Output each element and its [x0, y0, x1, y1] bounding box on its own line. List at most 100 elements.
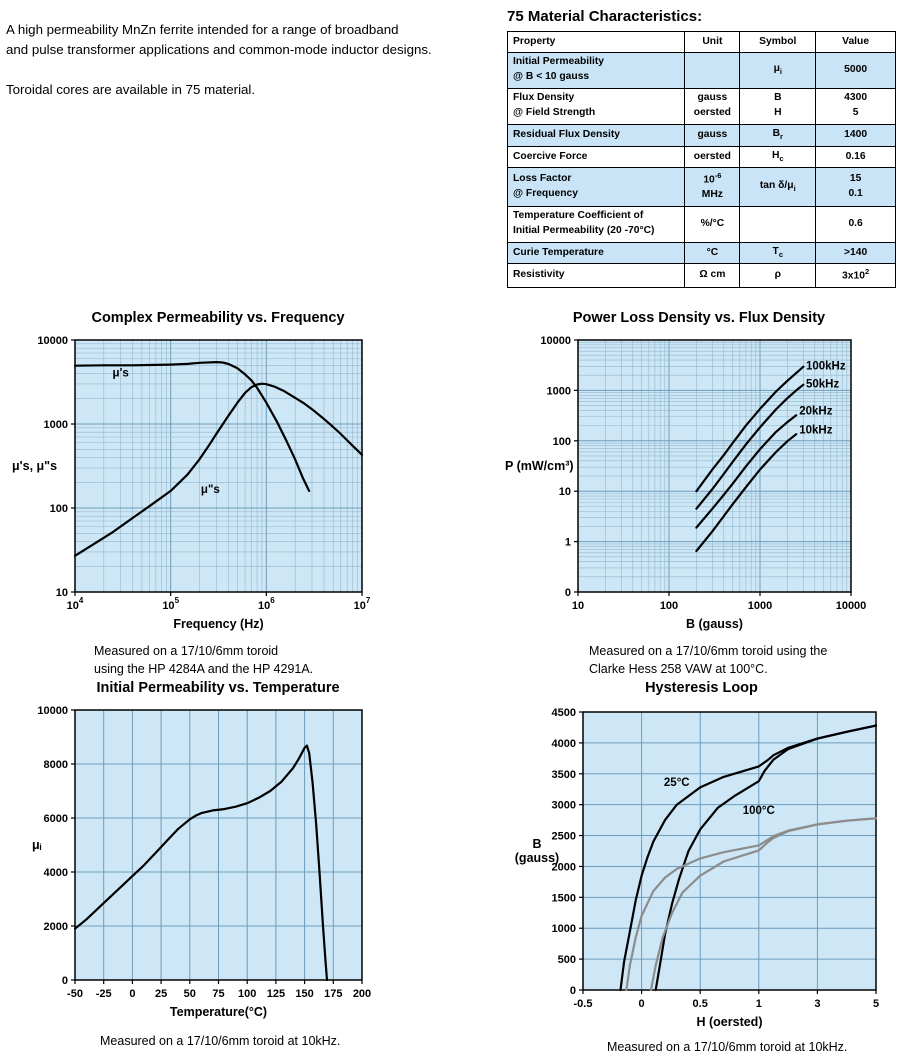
x-tick-label: 104 [67, 596, 84, 612]
y-tick-label: 10 [559, 486, 571, 498]
x-tick-label: -25 [96, 988, 112, 1000]
y-tick-label: 0 [565, 587, 571, 599]
x-tick-label: 75 [212, 988, 224, 1000]
x-axis-title: B (gauss) [686, 617, 743, 631]
y-tick-label: 1 [565, 537, 571, 549]
x-tick-label: 25 [155, 988, 167, 1000]
table-cell-property: Loss Factor @ Frequency [506, 167, 686, 207]
chart-caption: Measured on a 17/10/6mm toroid at 10kHz. [100, 1034, 341, 1048]
table-cell-unit: gauss oersted [684, 87, 741, 125]
x-tick-label: 0 [129, 988, 135, 1000]
x-tick-label: 1000 [748, 600, 772, 612]
y-axis-title: B [532, 837, 541, 851]
y-tick-label: 1000 [44, 419, 68, 431]
x-tick-label: 50 [184, 988, 196, 1000]
table-cell-unit: 10-6 MHz [684, 167, 741, 207]
x-tick-label: 106 [258, 596, 275, 612]
y-tick-label: 100 [553, 436, 571, 448]
hysteresis-loop-plot: -0.5 0 0.5 1 3 505001000150020002500300035004… [515, 707, 879, 1029]
x-tick-label: -0.5 [574, 998, 593, 1010]
y-tick-label: 2000 [44, 921, 68, 933]
x-axis-title: Frequency (Hz) [173, 617, 263, 631]
table-cell-unit: gauss [684, 123, 741, 147]
curve-label: μ"s [201, 484, 220, 496]
table-cell-value: 3x102 [815, 263, 896, 288]
x-tick-label: 0.5 [693, 998, 708, 1010]
curve-label: 20kHz [799, 406, 832, 418]
description-line-2: and pulse transformer applications and c… [6, 41, 432, 57]
table-cell-property: Resistivity [506, 263, 686, 288]
y-tick-label: 0 [570, 985, 576, 997]
table-cell-value: 4300 5 [815, 87, 896, 125]
table-cell-unit: oersted [684, 145, 741, 169]
x-tick-label: 125 [267, 988, 285, 1000]
table-row: Resistivity Ω cm ρ 3x102 [506, 263, 896, 288]
table-cell-property: Temperature Coefficient of Initial Permea… [506, 205, 686, 243]
table-cell-unit: %/°C [684, 205, 741, 243]
material-description: A high permeability MnZn ferrite intende… [6, 20, 480, 100]
x-tick-label: 150 [295, 988, 313, 1000]
y-axis-title: μᵢ [32, 838, 42, 852]
x-tick-label: 1 [756, 998, 762, 1010]
y-tick-label: 6000 [44, 813, 68, 825]
table-row: Flux Density @ Field Strength gauss oersted… [506, 87, 896, 125]
y-tick-label: 500 [558, 954, 576, 966]
table-cell-symbol: ρ [739, 263, 817, 288]
table-row: Initial Permeability @ B < 10 gauss μi 5000 [506, 51, 896, 89]
table-cell-symbol: Br [739, 123, 817, 147]
table-cell-unit: °C [684, 241, 741, 265]
y-tick-label: 2500 [552, 831, 576, 843]
table-cell-property: Residual Flux Density [506, 123, 686, 147]
table-cell-value: 0.16 [815, 145, 896, 169]
chart-title: Power Loss Density vs. Flux Density [572, 310, 826, 326]
y-axis-title: P (mW/cm³) [505, 459, 574, 473]
table-row: Curie Temperature °C Tc >140 [506, 241, 896, 265]
x-tick-label: 107 [354, 596, 371, 612]
power-loss-density-chart: Power Loss Density vs. Flux Density 10 10… [503, 310, 895, 678]
y-tick-label: 1000 [552, 923, 576, 935]
y-tick-label: 10 [56, 587, 68, 599]
table-row: Temperature Coefficient of Initial Permea… [506, 205, 896, 243]
x-axis-title: H (oersted) [697, 1015, 763, 1029]
chart-caption: Measured on a 17/10/6mm toroid at 10kHz. [607, 1040, 848, 1054]
table-row: Loss Factor @ Frequency 10-6 MHz tan δ/μi 15 0… [506, 167, 896, 207]
curve-label: 10kHz [799, 424, 832, 436]
table-cell-symbol: μi [739, 51, 817, 89]
x-axis-title: Temperature(°C) [170, 1005, 267, 1019]
initial-permeability-temperature-chart: Initial Permeability vs. Temperature -50… [8, 680, 428, 1050]
table-cell-unit [684, 51, 741, 89]
y-tick-label: 10000 [37, 705, 68, 717]
y-axis-title: (gauss) [515, 851, 559, 865]
x-tick-label: 100 [660, 600, 678, 612]
series-10kHz [695, 433, 798, 553]
y-axis-title: μ's, μ"s [12, 459, 57, 473]
series-μ"s [73, 382, 364, 557]
x-tick-label: 10 [572, 600, 584, 612]
series-100°C lower branch [649, 817, 878, 992]
y-tick-label: 10000 [540, 335, 571, 347]
table-row: Coercive Force oersted Hc 0.16 [506, 145, 896, 169]
curve-label: 25°C [664, 777, 690, 789]
x-tick-label: 5 [873, 998, 879, 1010]
curve-label: μ's [113, 367, 129, 379]
table-cell-symbol: Tc [739, 241, 817, 265]
chart-caption: Measured on a 17/10/6mm toroid using the… [589, 644, 828, 677]
table-cell-symbol: Hc [739, 145, 817, 169]
table-header-row: Property Unit Symbol Value [506, 31, 896, 53]
x-tick-label: 10000 [836, 600, 867, 612]
table-cell-value: 0.6 [815, 205, 896, 243]
complex-permeability-plot: 104 105 106 107 10 100 1000 10000 μ's μ"s Frequenc… [12, 335, 371, 631]
table-cell-symbol [739, 205, 817, 243]
characteristics-table: Property Unit Symbol Value Initial Perme… [506, 31, 896, 288]
chart-title: Initial Permeability vs. Temperature [96, 680, 340, 696]
initial-permeability-temperature-plot: -50 -25 0 25 50 75 100 125 150 175 200020004000600… [32, 705, 371, 1019]
x-tick-label: 175 [324, 988, 342, 1000]
table-row: Residual Flux Density gauss Br 1400 [506, 123, 896, 147]
table-cell-property: Initial Permeability @ B < 10 gauss [506, 51, 686, 89]
chart-title: Complex Permeability vs. Frequency [91, 310, 345, 326]
table-cell-property: Coercive Force [506, 145, 686, 169]
series-20kHz [695, 414, 798, 529]
characteristics-section: 75 Material Characteristics: Property Un… [506, 8, 896, 288]
table-cell-unit: Ω cm [684, 263, 741, 288]
